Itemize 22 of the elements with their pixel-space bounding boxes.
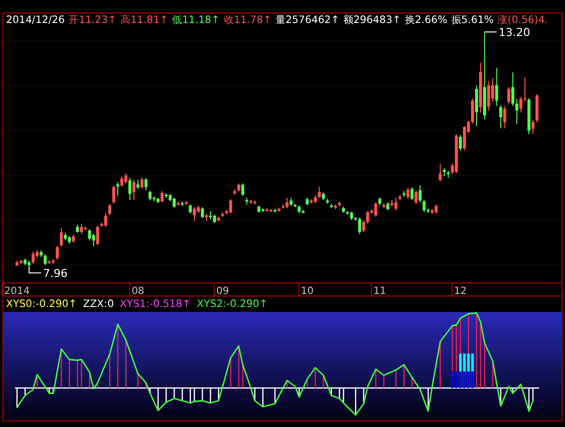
x-tick-label: 09 — [216, 286, 229, 297]
annotation: 涨(0.56)4. — [498, 14, 548, 26]
text: ZZX:0 — [82, 299, 114, 310]
x-tick-label: 2014 — [4, 286, 30, 297]
text: XYS2:-0.290↑ — [196, 299, 268, 310]
text: XYS1:-0.518↑ — [120, 299, 191, 310]
annotation: 高11.81↑ — [120, 14, 168, 26]
annotation: 开11.23↑ — [68, 15, 116, 26]
annotation: 低11.18↑ — [172, 15, 220, 26]
annotation: 额296483↑ — [343, 14, 401, 26]
annotation: 13.20 — [498, 26, 530, 39]
annotation: 振5.61% — [451, 14, 494, 26]
annotation: 收11.78↑ — [224, 15, 272, 26]
text: XYS0:-0.290↑ — [6, 299, 77, 310]
x-tick-label: 12 — [454, 286, 467, 297]
annotation: 7.96 — [43, 266, 68, 280]
annotation: 2014/12/26 — [6, 15, 65, 26]
annotation: 换2.66% — [404, 14, 448, 26]
x-tick-label: 11 — [373, 286, 386, 297]
annotation: 量2576462↑ — [276, 15, 340, 26]
x-tick-label: 10 — [300, 286, 314, 297]
x-tick-label: 08 — [132, 286, 144, 297]
